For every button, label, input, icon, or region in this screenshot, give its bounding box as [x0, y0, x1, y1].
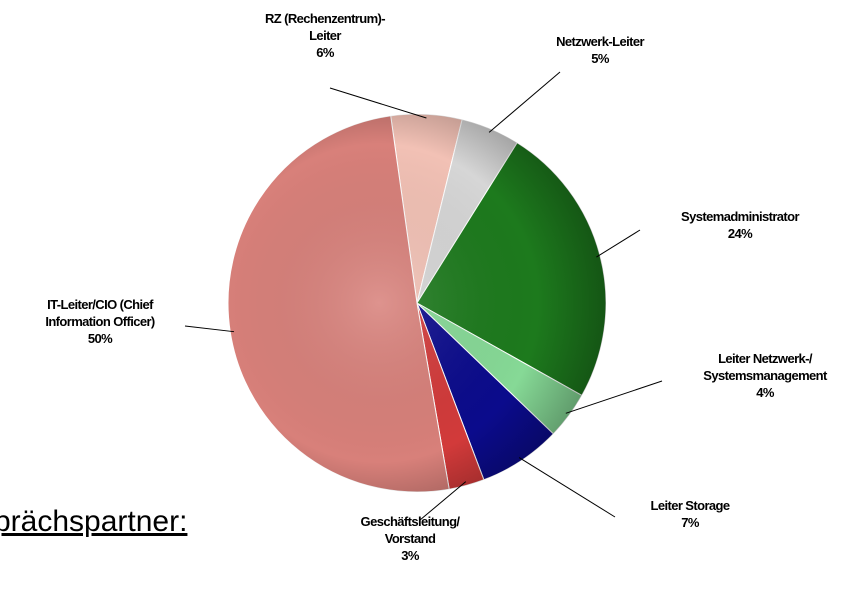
background-text: prächspartner:	[0, 505, 188, 538]
slice-label: Systemadministrator 24%	[681, 209, 800, 241]
value-label: 7%	[681, 515, 699, 530]
slice-label: Leiter Netzwerk-/ Systemsmanagement 4%	[703, 351, 827, 400]
slice-label: RZ (Rechenzentrum)- Leiter 6%	[264, 11, 386, 60]
value-label: 3%	[401, 548, 419, 563]
slice-label: IT-Leiter/CIO (Chief Information Officer…	[45, 297, 155, 346]
leader-line	[565, 380, 663, 414]
slice-label: Leiter Storage 7%	[650, 498, 730, 530]
leader-line	[419, 481, 467, 521]
value-label: 4%	[756, 385, 774, 400]
slice-label: Geschäftsleitung/ Vorstand 3%	[360, 514, 460, 563]
value-label: 6%	[316, 45, 334, 60]
slices	[227, 113, 607, 493]
leader-line	[488, 71, 561, 133]
leader-line	[329, 87, 427, 119]
leader-line	[184, 325, 235, 333]
slice-label: Netzwerk-Leiter 5%	[556, 34, 644, 66]
value-label: 24%	[727, 226, 753, 241]
leader-line	[518, 457, 616, 518]
leader-line	[596, 229, 641, 258]
value-label: 5%	[591, 51, 609, 66]
value-label: 50%	[87, 331, 113, 346]
